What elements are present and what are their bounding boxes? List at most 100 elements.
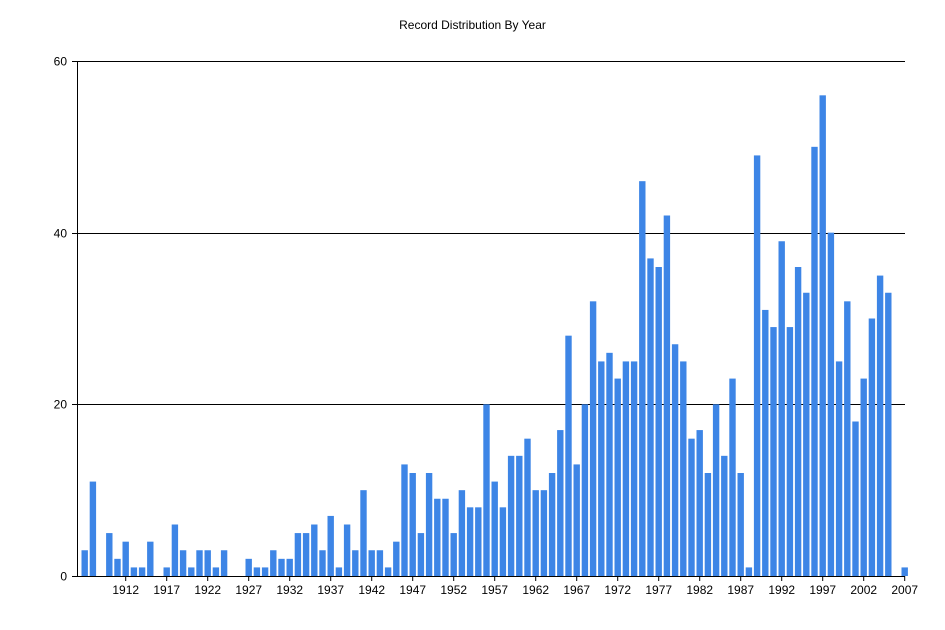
chart-title: Record Distribution By Year (399, 18, 546, 32)
bar-1952 (450, 533, 457, 576)
bar-1973 (622, 361, 630, 576)
bar-1912 (122, 541, 129, 576)
bar-1972 (614, 378, 621, 576)
bar-1923 (212, 567, 220, 576)
x-tick-label-1997: 1997 (809, 583, 836, 597)
axes (77, 61, 905, 577)
x-tick-label-1967: 1967 (563, 583, 590, 597)
bar-1908 (89, 481, 97, 576)
bar-1975 (639, 181, 646, 577)
x-tick-label-1922: 1922 (194, 583, 221, 597)
bar-2001 (852, 421, 859, 576)
x-tick-label-1977: 1977 (645, 583, 672, 597)
bar-1913 (130, 567, 138, 576)
bar-1957 (491, 481, 498, 576)
bar-1907 (81, 550, 88, 576)
x-tick-label-2002: 2002 (850, 583, 877, 597)
y-tick-label-20: 20 (54, 398, 68, 412)
bar-1974 (630, 361, 638, 576)
bar-1980 (680, 361, 687, 576)
bar-1979 (671, 344, 679, 576)
bar-1959 (507, 455, 515, 576)
bar-1983 (704, 473, 712, 576)
bar-1940 (352, 550, 359, 576)
bar-1969 (589, 301, 597, 576)
bar-1992 (778, 241, 785, 576)
bar-1943 (376, 550, 384, 576)
bar-1985 (721, 455, 728, 576)
bar-1968 (581, 404, 589, 576)
bar-1924 (220, 550, 228, 576)
bar-1958 (499, 507, 507, 576)
bar-1966 (565, 335, 572, 576)
x-tick-label-1917: 1917 (153, 583, 180, 597)
x-tick-label-1937: 1937 (317, 583, 344, 597)
bar-1951 (442, 498, 449, 576)
bar-1920 (188, 567, 195, 576)
bars-group (81, 95, 908, 577)
bar-1961 (524, 438, 531, 576)
bar-2004 (876, 275, 884, 576)
bar-1944 (384, 567, 392, 576)
bar-1934 (302, 533, 310, 576)
bar-1982 (696, 430, 703, 576)
x-tick-label-1962: 1962 (522, 583, 549, 597)
bar-1949 (425, 473, 433, 576)
bar-1977 (655, 267, 662, 576)
bar-1995 (803, 292, 810, 576)
bar-1927 (245, 558, 252, 576)
bar-1996 (811, 146, 818, 576)
bar-1931 (278, 558, 285, 576)
bar-1987 (737, 473, 744, 576)
bar-1935 (311, 524, 318, 576)
bar-2003 (868, 318, 876, 576)
bar-1965 (557, 430, 564, 576)
bar-1911 (114, 558, 121, 576)
x-tick-label-1952: 1952 (440, 583, 467, 597)
y-tick-label-0: 0 (60, 570, 67, 584)
bar-1941 (360, 490, 367, 576)
bar-1970 (598, 361, 605, 576)
bar-1956 (483, 404, 490, 576)
x-tick-label-1912: 1912 (112, 583, 139, 597)
bar-1932 (286, 558, 293, 576)
bar-1967 (573, 464, 580, 576)
bar-1919 (179, 550, 187, 576)
bar-1933 (294, 533, 302, 576)
bar-2002 (860, 378, 867, 576)
x-tick-label-2007: 2007 (891, 583, 918, 597)
bar-2005 (885, 292, 892, 576)
bar-1915 (147, 541, 154, 576)
bar-1910 (106, 533, 113, 576)
x-tick-label-1942: 1942 (358, 583, 385, 597)
bar-1976 (647, 258, 654, 576)
bar-1928 (253, 567, 261, 576)
bar-1955 (475, 507, 482, 576)
bar-1929 (261, 567, 269, 576)
bar-1954 (466, 507, 474, 576)
bar-1986 (729, 378, 736, 576)
bar-1993 (786, 327, 794, 576)
bar-1971 (606, 352, 613, 576)
bar-1978 (663, 215, 671, 576)
bar-1998 (827, 232, 835, 577)
bar-1990 (762, 309, 769, 576)
x-tick-label-1992: 1992 (768, 583, 795, 597)
bar-1921 (196, 550, 203, 576)
bar-1947 (409, 473, 416, 576)
bar-1950 (434, 498, 441, 576)
bar-1999 (835, 361, 843, 576)
bar-1936 (319, 550, 326, 576)
bar-1917 (163, 567, 170, 576)
y-tick-label-40: 40 (54, 227, 68, 241)
bar-1946 (401, 464, 408, 576)
bar-1939 (343, 524, 351, 576)
bar-2000 (844, 301, 851, 576)
x-tick-label-1932: 1932 (276, 583, 303, 597)
bar-1981 (688, 438, 695, 576)
bar-1938 (335, 567, 343, 576)
x-tick-label-1972: 1972 (604, 583, 631, 597)
x-tick-label-1927: 1927 (235, 583, 262, 597)
bar-1964 (548, 473, 556, 576)
bar-1960 (516, 455, 523, 576)
